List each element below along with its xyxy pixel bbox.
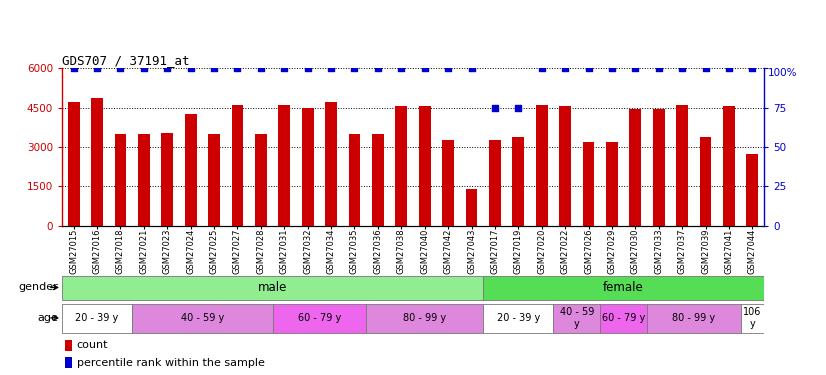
Text: female: female: [603, 281, 644, 294]
Point: [605, 65, 619, 71]
Point: [418, 65, 431, 71]
Point: [67, 65, 80, 71]
Text: gender: gender: [18, 282, 58, 292]
Text: 60 - 79 y: 60 - 79 y: [297, 313, 341, 323]
Point: [278, 65, 291, 71]
Point: [301, 65, 314, 71]
Bar: [278, 105, 290, 226]
Point: [207, 65, 221, 71]
Bar: [62, 276, 483, 300]
Bar: [483, 304, 553, 333]
Bar: [442, 141, 454, 226]
Bar: [653, 109, 665, 226]
Bar: [747, 154, 758, 226]
Bar: [255, 134, 267, 226]
Bar: [512, 136, 525, 226]
Text: 106
y: 106 y: [743, 307, 762, 329]
Bar: [582, 142, 595, 226]
Bar: [301, 108, 314, 226]
Bar: [62, 304, 132, 333]
Text: count: count: [77, 340, 108, 350]
Text: 20 - 39 y: 20 - 39 y: [496, 313, 540, 323]
Point: [230, 65, 244, 71]
Bar: [489, 141, 501, 226]
Text: 20 - 39 y: 20 - 39 y: [75, 313, 119, 323]
Bar: [676, 105, 688, 226]
Bar: [483, 276, 764, 300]
Text: 80 - 99 y: 80 - 99 y: [672, 313, 715, 323]
Bar: [132, 304, 273, 333]
Bar: [68, 102, 79, 226]
Point: [511, 105, 525, 111]
Point: [629, 65, 642, 71]
Point: [488, 105, 501, 111]
Bar: [536, 105, 548, 226]
Bar: [138, 134, 150, 226]
Point: [348, 65, 361, 71]
Bar: [208, 134, 220, 226]
Text: percentile rank within the sample: percentile rank within the sample: [77, 358, 264, 368]
Point: [184, 65, 197, 71]
Point: [325, 65, 338, 71]
Bar: [65, 357, 72, 368]
Bar: [559, 106, 571, 226]
Bar: [466, 189, 477, 226]
Bar: [372, 134, 384, 226]
Point: [395, 65, 408, 71]
Bar: [185, 114, 197, 226]
Text: 100%: 100%: [768, 68, 798, 78]
Point: [676, 65, 689, 71]
Point: [558, 65, 572, 71]
Bar: [65, 339, 72, 351]
Bar: [741, 304, 764, 333]
Text: 80 - 99 y: 80 - 99 y: [403, 313, 446, 323]
Text: 60 - 79 y: 60 - 79 y: [602, 313, 645, 323]
Text: 40 - 59 y: 40 - 59 y: [181, 313, 224, 323]
Point: [582, 65, 595, 71]
Point: [90, 65, 104, 71]
Point: [372, 65, 385, 71]
Bar: [273, 304, 366, 333]
Point: [441, 65, 454, 71]
Bar: [366, 304, 483, 333]
Bar: [647, 304, 741, 333]
Point: [254, 65, 268, 71]
Point: [746, 65, 759, 71]
Text: GDS707 / 37191_at: GDS707 / 37191_at: [62, 54, 189, 67]
Text: male: male: [258, 281, 287, 294]
Bar: [723, 106, 735, 226]
Point: [114, 65, 127, 71]
Point: [722, 65, 735, 71]
Text: age: age: [37, 313, 58, 323]
Bar: [553, 304, 601, 333]
Point: [137, 65, 150, 71]
Bar: [396, 106, 407, 226]
Bar: [601, 304, 647, 333]
Bar: [91, 99, 103, 226]
Bar: [606, 142, 618, 226]
Point: [535, 65, 548, 71]
Bar: [231, 105, 244, 226]
Text: 40 - 59
y: 40 - 59 y: [560, 307, 594, 329]
Point: [160, 65, 173, 71]
Bar: [349, 134, 360, 226]
Bar: [419, 106, 430, 226]
Point: [465, 65, 478, 71]
Bar: [700, 136, 711, 226]
Point: [699, 65, 712, 71]
Bar: [161, 133, 173, 226]
Bar: [325, 102, 337, 226]
Bar: [629, 109, 641, 226]
Point: [652, 65, 665, 71]
Bar: [115, 134, 126, 226]
